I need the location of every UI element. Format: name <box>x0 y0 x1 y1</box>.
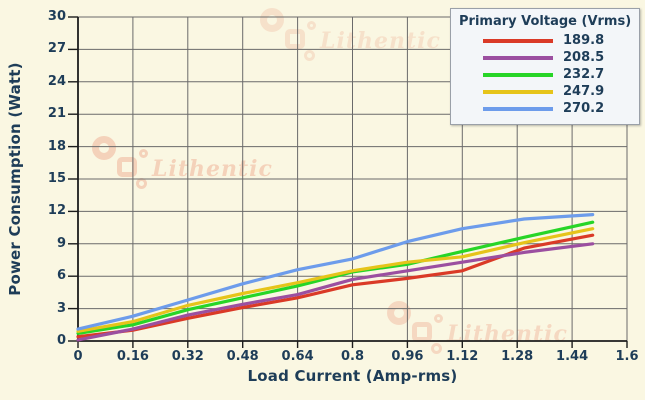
legend-title: Primary Voltage (Vrms) <box>459 14 632 29</box>
legend-item: 232.7 <box>457 66 633 83</box>
legend-label: 232.7 <box>563 67 605 82</box>
series-line-247.9 <box>76 227 595 333</box>
legend-item: 270.2 <box>457 100 633 117</box>
y-axis-title: Power Consumption (Watt) <box>6 62 24 296</box>
legend-label: 270.2 <box>563 101 605 116</box>
lithentic-logo-icon <box>260 4 318 62</box>
legend-swatch <box>483 89 553 94</box>
legend-swatch <box>483 55 553 60</box>
legend-swatch <box>483 106 553 111</box>
legend-item: 247.9 <box>457 83 633 100</box>
series-line-208.5 <box>76 242 595 342</box>
lithentic-logo-icon <box>387 297 445 355</box>
series-line-232.7 <box>76 220 595 335</box>
watermark-text: Lithentic <box>447 321 568 347</box>
series-line-270.2 <box>76 213 595 331</box>
legend-rows: 189.8 208.5 232.7 247.9 270.2 <box>457 32 633 117</box>
legend-label: 208.5 <box>563 50 605 65</box>
legend-label: 247.9 <box>563 84 605 99</box>
legend-label: 189.8 <box>563 33 605 48</box>
x-axis-title: Load Current (Amp-rms) <box>247 367 458 385</box>
watermark-text: Lithentic <box>152 156 273 182</box>
legend-swatch <box>483 38 553 43</box>
watermark: Lithentic <box>387 297 568 355</box>
legend-swatch <box>483 72 553 77</box>
legend-item: 208.5 <box>457 49 633 66</box>
legend: Primary Voltage (Vrms) 189.8 208.5 232.7 24… <box>450 8 640 125</box>
legend-item: 189.8 <box>457 32 633 49</box>
series-line-189.8 <box>76 233 595 339</box>
